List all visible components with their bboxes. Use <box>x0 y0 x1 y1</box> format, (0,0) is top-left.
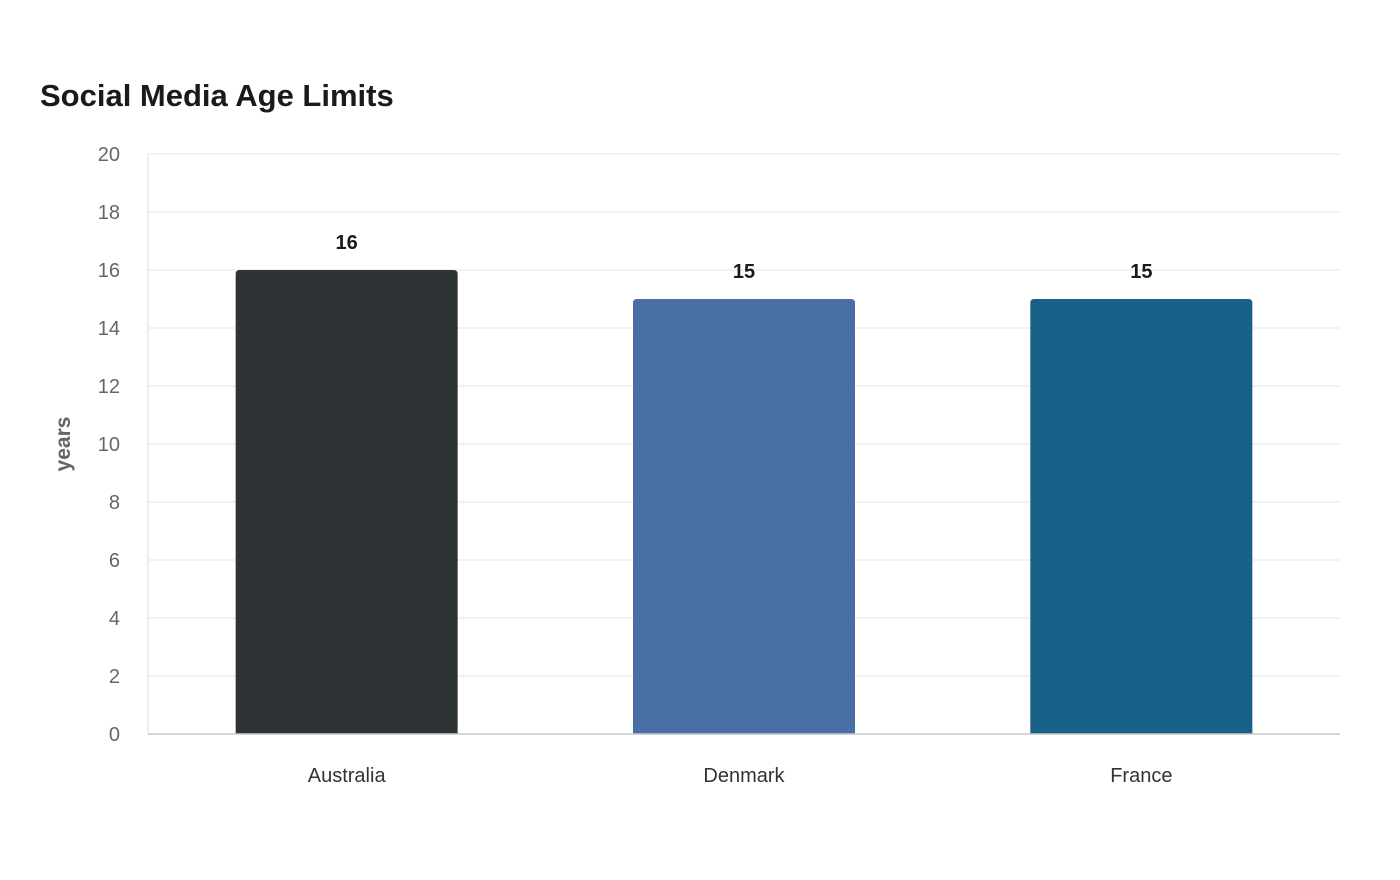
y-tick-label: 18 <box>98 202 120 224</box>
y-tick-label: 8 <box>109 492 120 514</box>
bar-australia <box>235 270 458 734</box>
bar-france <box>1030 299 1253 734</box>
x-axis-ticks: Australia Denmark France <box>308 765 1173 787</box>
y-tick-label: 10 <box>98 434 120 456</box>
bars <box>235 270 1253 734</box>
y-axis-ticks: 0 2 4 6 8 10 12 14 16 18 20 <box>98 144 120 746</box>
x-tick-label: Australia <box>308 765 387 787</box>
y-tick-label: 2 <box>109 666 120 688</box>
x-tick-label: France <box>1110 765 1172 787</box>
y-tick-label: 4 <box>109 608 120 630</box>
data-label-france: 15 <box>1130 261 1152 283</box>
data-label-denmark: 15 <box>733 261 755 283</box>
y-tick-label: 20 <box>98 144 120 166</box>
x-tick-label: Denmark <box>703 765 785 787</box>
data-labels: 16 15 15 <box>336 232 1153 283</box>
y-tick-label: 12 <box>98 376 120 398</box>
data-label-australia: 16 <box>336 232 358 254</box>
y-tick-label: 14 <box>98 318 120 340</box>
chart-title: Social Media Age Limits <box>40 78 394 113</box>
y-tick-label: 16 <box>98 260 120 282</box>
y-axis-label: years <box>52 417 75 472</box>
y-tick-label: 6 <box>109 550 120 572</box>
bar-denmark <box>633 299 855 734</box>
y-tick-label: 0 <box>109 724 120 746</box>
axes <box>147 154 1340 735</box>
